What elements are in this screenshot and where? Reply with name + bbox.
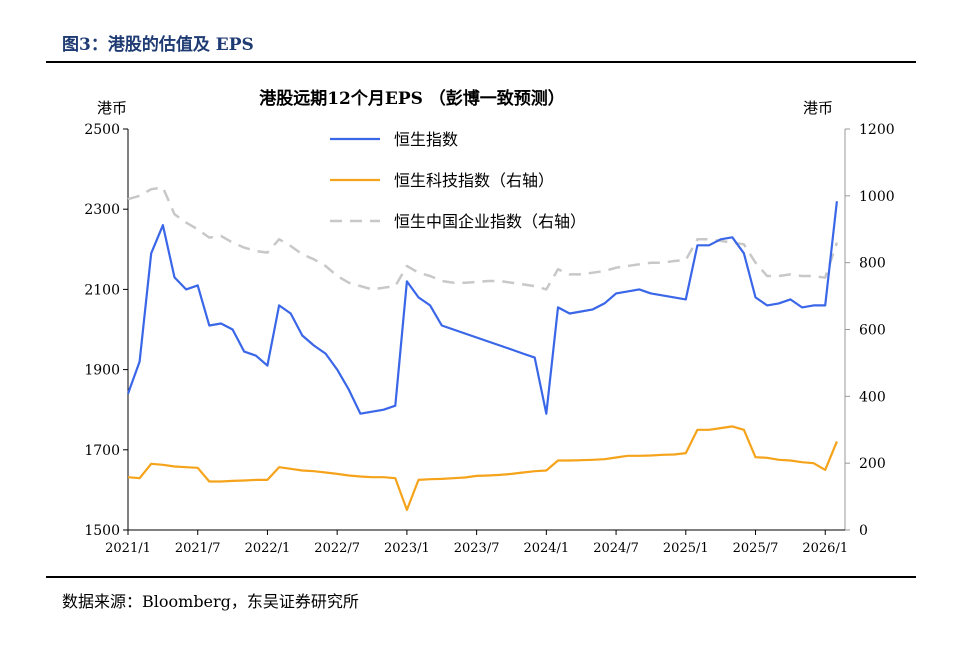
y-right-tick-label: 600 — [859, 323, 886, 339]
legend-label-hscei: 恒生中国企业指数（右轴） — [394, 212, 586, 231]
y-right-tick-label: 1000 — [859, 189, 895, 205]
y-right-tick-label: 800 — [859, 256, 886, 272]
bottom-rule — [46, 576, 916, 578]
y-left-tick-label: 2300 — [84, 202, 120, 218]
x-tick-label: 2023/1 — [384, 541, 430, 556]
x-tick-label: 2021/7 — [175, 541, 221, 556]
x-tick-label: 2021/1 — [105, 541, 151, 556]
x-tick-label: 2025/1 — [663, 541, 709, 556]
y-left-tick-label: 2500 — [84, 122, 120, 138]
series-line-hstech — [127, 425, 838, 511]
legend-label-hsi: 恒生指数 — [394, 130, 458, 149]
top-rule — [46, 61, 916, 63]
y-left-tick-label: 1900 — [84, 363, 120, 379]
series-line-hsi — [126, 201, 838, 415]
y-left-tick-label: 2100 — [84, 282, 120, 298]
x-tick-label: 2023/7 — [454, 541, 500, 556]
y-right-unit: 港币 — [803, 99, 833, 117]
eps-chart: 港股远期12个月EPS （彭博一致预测） 港币 港币 1500 1700 1900 2… — [84, 88, 895, 556]
y-right-tick-label: 0 — [859, 523, 868, 539]
y-right-tick-label: 400 — [859, 389, 886, 405]
y-left-tick-label: 1700 — [84, 443, 120, 459]
y-right-tick-label: 1200 — [859, 122, 895, 138]
y-left-unit: 港币 — [97, 99, 127, 117]
y-right-tick-label: 200 — [859, 456, 886, 472]
x-tick-label: 2024/7 — [593, 541, 639, 556]
figure-title: 图3：港股的估值及 EPS — [62, 35, 254, 55]
source-note: 数据来源：Bloomberg，东吴证券研究所 — [62, 592, 359, 611]
x-tick-label: 2024/1 — [523, 541, 569, 556]
x-tick-label: 2025/7 — [733, 541, 779, 556]
x-tick-label: 2022/1 — [245, 541, 291, 556]
x-tick-label: 2022/7 — [314, 541, 360, 556]
x-tick-label: 2026/1 — [802, 541, 848, 556]
y-left-tick-label: 1500 — [84, 523, 120, 539]
legend-label-hstech: 恒生科技指数（右轴） — [394, 171, 554, 190]
chart-title: 港股远期12个月EPS （彭博一致预测） — [259, 88, 565, 109]
